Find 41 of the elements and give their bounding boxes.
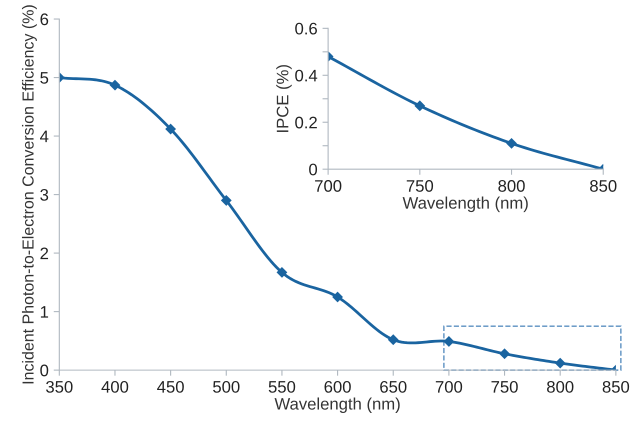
x-axis-title: Wavelength (nm) <box>274 397 400 414</box>
x-tick-label: 750 <box>406 180 434 192</box>
y-tick-label: 0 <box>309 164 318 176</box>
x-tick-label: 550 <box>268 380 296 393</box>
point <box>444 336 454 347</box>
point <box>166 124 176 134</box>
point <box>506 138 517 148</box>
point <box>276 267 288 278</box>
y-tick-label: 5 <box>40 72 48 84</box>
x-tick-label: 800 <box>498 180 525 192</box>
x-tick-label: 500 <box>213 380 240 393</box>
y-tick-label: 6 <box>40 13 48 26</box>
y-axis-title: Incident Photon-to-Electron Conversion Efficiency (%) <box>22 5 37 384</box>
x-tick-label: 850 <box>602 380 630 393</box>
x-tick-label: 850 <box>590 180 616 192</box>
point <box>332 292 343 302</box>
y-tick-label: 0.4 <box>295 70 318 82</box>
point <box>388 334 398 345</box>
x-tick-label: 800 <box>547 380 574 393</box>
y-tick-label: 2 <box>40 247 48 260</box>
x-tick-label: 350 <box>46 380 73 393</box>
point <box>414 100 425 111</box>
x-tick-label: 450 <box>157 380 184 393</box>
x-axis-title: Wavelength (nm) <box>402 196 528 212</box>
y-tick-label: 0 <box>40 364 48 376</box>
x-tick-label: 600 <box>324 380 351 393</box>
y-tick-label: 4 <box>40 130 48 142</box>
x-tick-label: 750 <box>492 380 518 393</box>
point <box>555 358 566 368</box>
x-tick-label: 650 <box>380 380 406 393</box>
y-tick-label: 0.2 <box>295 116 317 128</box>
y-tick-label: 1 <box>40 306 48 318</box>
y-axis-title: IPCE (%) <box>276 65 292 132</box>
y-tick-label: 0.6 <box>295 22 317 35</box>
x-tick-label: 400 <box>101 380 128 393</box>
x-tick-label: 700 <box>315 180 342 192</box>
point <box>499 348 510 359</box>
x-tick-label: 700 <box>436 380 462 393</box>
y-tick-label: 3 <box>40 188 48 201</box>
point <box>110 80 120 90</box>
point <box>221 195 232 206</box>
